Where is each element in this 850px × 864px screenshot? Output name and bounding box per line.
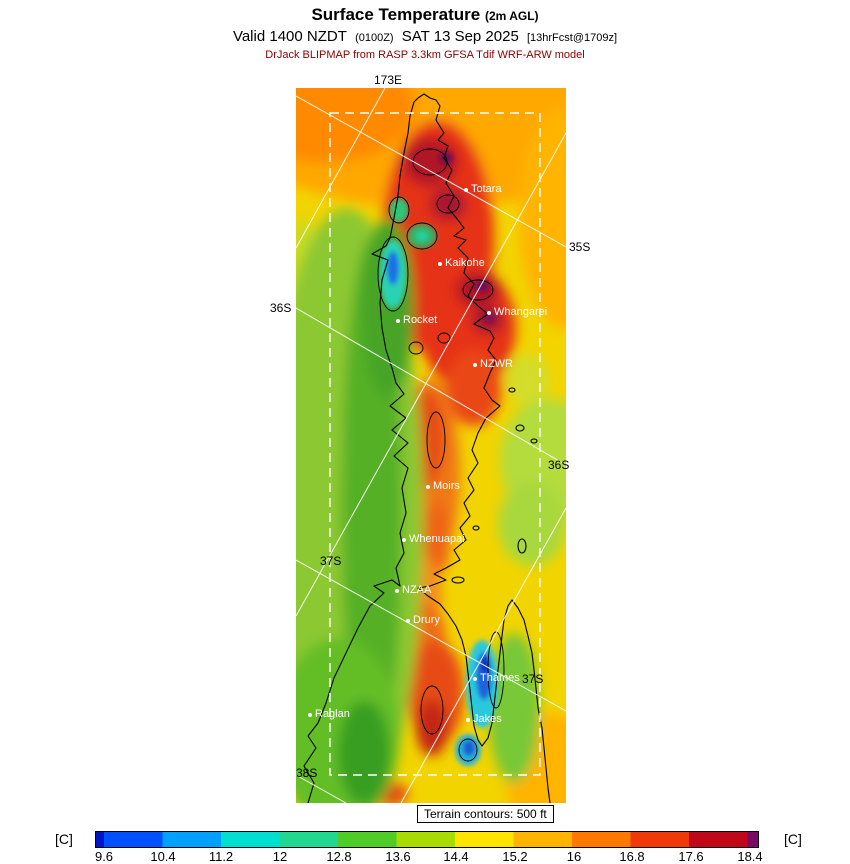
colorbar-tick-7: 15.2 <box>502 849 528 864</box>
city-name: Drury <box>413 614 440 626</box>
terrain-contours-note: Terrain contours: 500 ft <box>417 805 554 823</box>
city-label-moirs: Moirs <box>426 480 460 493</box>
title-agl-note: (2m AGL) <box>484 9 539 23</box>
graticule-lines <box>296 88 566 803</box>
city-label-raglan: Raglan <box>308 708 350 721</box>
lat-label-35s-right: 35S <box>569 240 591 254</box>
title-main: Surface Temperature <box>311 5 481 24</box>
colorbar-tick-4: 12.8 <box>326 849 352 864</box>
city-label-rocket: Rocket <box>396 314 437 327</box>
valid-time-line: Valid 1400 NZDT (0100Z) SAT 13 Sep 2025 … <box>0 28 850 45</box>
city-label-thames: Thames <box>473 672 520 685</box>
city-marker-icon <box>402 537 406 542</box>
city-marker-icon <box>464 187 468 192</box>
lon-label-173e: 173E <box>373 73 403 87</box>
city-label-nzwr: NZWR <box>473 358 513 371</box>
city-label-nzaa: NZAA <box>395 584 431 597</box>
city-marker-icon <box>466 717 470 722</box>
city-name: Raglan <box>315 708 350 720</box>
colorbar-tick-8: 16 <box>566 849 582 864</box>
colorbar-tick-10: 17.6 <box>678 849 704 864</box>
city-label-kaikohe: Kaikohe <box>438 257 485 270</box>
city-label-jakes: Jakes <box>466 713 502 726</box>
temperature-extremes <box>380 152 498 766</box>
city-name: Kaikohe <box>445 257 485 269</box>
city-name: NZAA <box>402 584 432 596</box>
city-marker-icon <box>473 362 477 367</box>
city-name: Totara <box>471 183 502 195</box>
city-marker-icon <box>308 712 312 717</box>
colorbar-unit-right: [C] <box>784 831 802 847</box>
colorbar-tick-2: 11.2 <box>208 849 234 864</box>
city-name: Whenuapai <box>409 533 465 545</box>
lat-label-36s-right: 36S <box>548 458 570 472</box>
colorbar-row: [C] [C] 9.6 10.4 11.2 12 12.8 13.6 14.4 … <box>0 826 850 864</box>
city-marker-icon <box>487 310 491 315</box>
valid-zulu: (0100Z) <box>355 32 394 44</box>
city-label-drury: Drury <box>406 614 440 627</box>
city-marker-icon <box>438 261 442 266</box>
colorbar-tick-0: 9.6 <box>94 849 114 864</box>
colorbar-gradient <box>95 831 759 848</box>
city-marker-icon <box>406 618 410 623</box>
valid-date: SAT 13 Sep 2025 <box>401 28 519 45</box>
colorbar-tick-6: 14.4 <box>443 849 469 864</box>
city-marker-icon <box>426 484 430 489</box>
model-line: DrJack BLIPMAP from RASP 3.3km GFSA Tdif… <box>265 49 585 61</box>
colorbar-tick-9: 16.8 <box>619 849 645 864</box>
city-label-totara: Totara <box>464 183 502 196</box>
colorbar-tick-1: 10.4 <box>150 849 176 864</box>
domain-boundary-dashed <box>329 112 541 776</box>
temperature-blobs <box>296 88 566 803</box>
city-marker-icon <box>396 318 400 323</box>
page-title: Surface Temperature (2m AGL) <box>0 5 850 25</box>
city-name: Jakes <box>473 713 502 725</box>
lat-label-38s-left: 38S <box>296 766 318 780</box>
city-name: Rocket <box>403 314 438 326</box>
city-marker-icon <box>473 676 477 681</box>
colorbar-tick-11: 18.4 <box>737 849 763 864</box>
city-name: Whangarei <box>494 306 548 318</box>
colorbar-tick-3: 12 <box>272 849 288 864</box>
city-name: Thames <box>480 672 520 684</box>
valid-forecast-ref: [13hrFcst@1709z] <box>526 32 618 44</box>
colorbar-ticks: 9.6 10.4 11.2 12 12.8 13.6 14.4 15.2 16 … <box>94 849 763 864</box>
colorbar-unit-left: [C] <box>55 831 73 847</box>
temperature-map: 173E 35S 36S 36S 37S 37S 38S Totara Kaik… <box>270 73 590 823</box>
city-name: NZWR <box>480 358 513 370</box>
terrain-contours <box>377 148 505 762</box>
valid-prefix: Valid 1400 NZDT <box>232 28 347 45</box>
coastline <box>303 93 551 803</box>
lat-label-37s-left: 37S <box>320 554 342 568</box>
city-name: Moirs <box>433 480 460 492</box>
lat-label-37s-right: 37S <box>522 672 544 686</box>
colorbar-tick-5: 13.6 <box>385 849 411 864</box>
lat-label-36s-left: 36S <box>270 301 292 315</box>
city-label-whenuapai: Whenuapai <box>402 533 465 546</box>
temperature-field-svg <box>296 88 566 803</box>
city-marker-icon <box>395 588 399 593</box>
city-label-whangarei: Whangarei <box>487 306 547 319</box>
title-block: Surface Temperature (2m AGL) Valid 1400 … <box>0 5 850 61</box>
